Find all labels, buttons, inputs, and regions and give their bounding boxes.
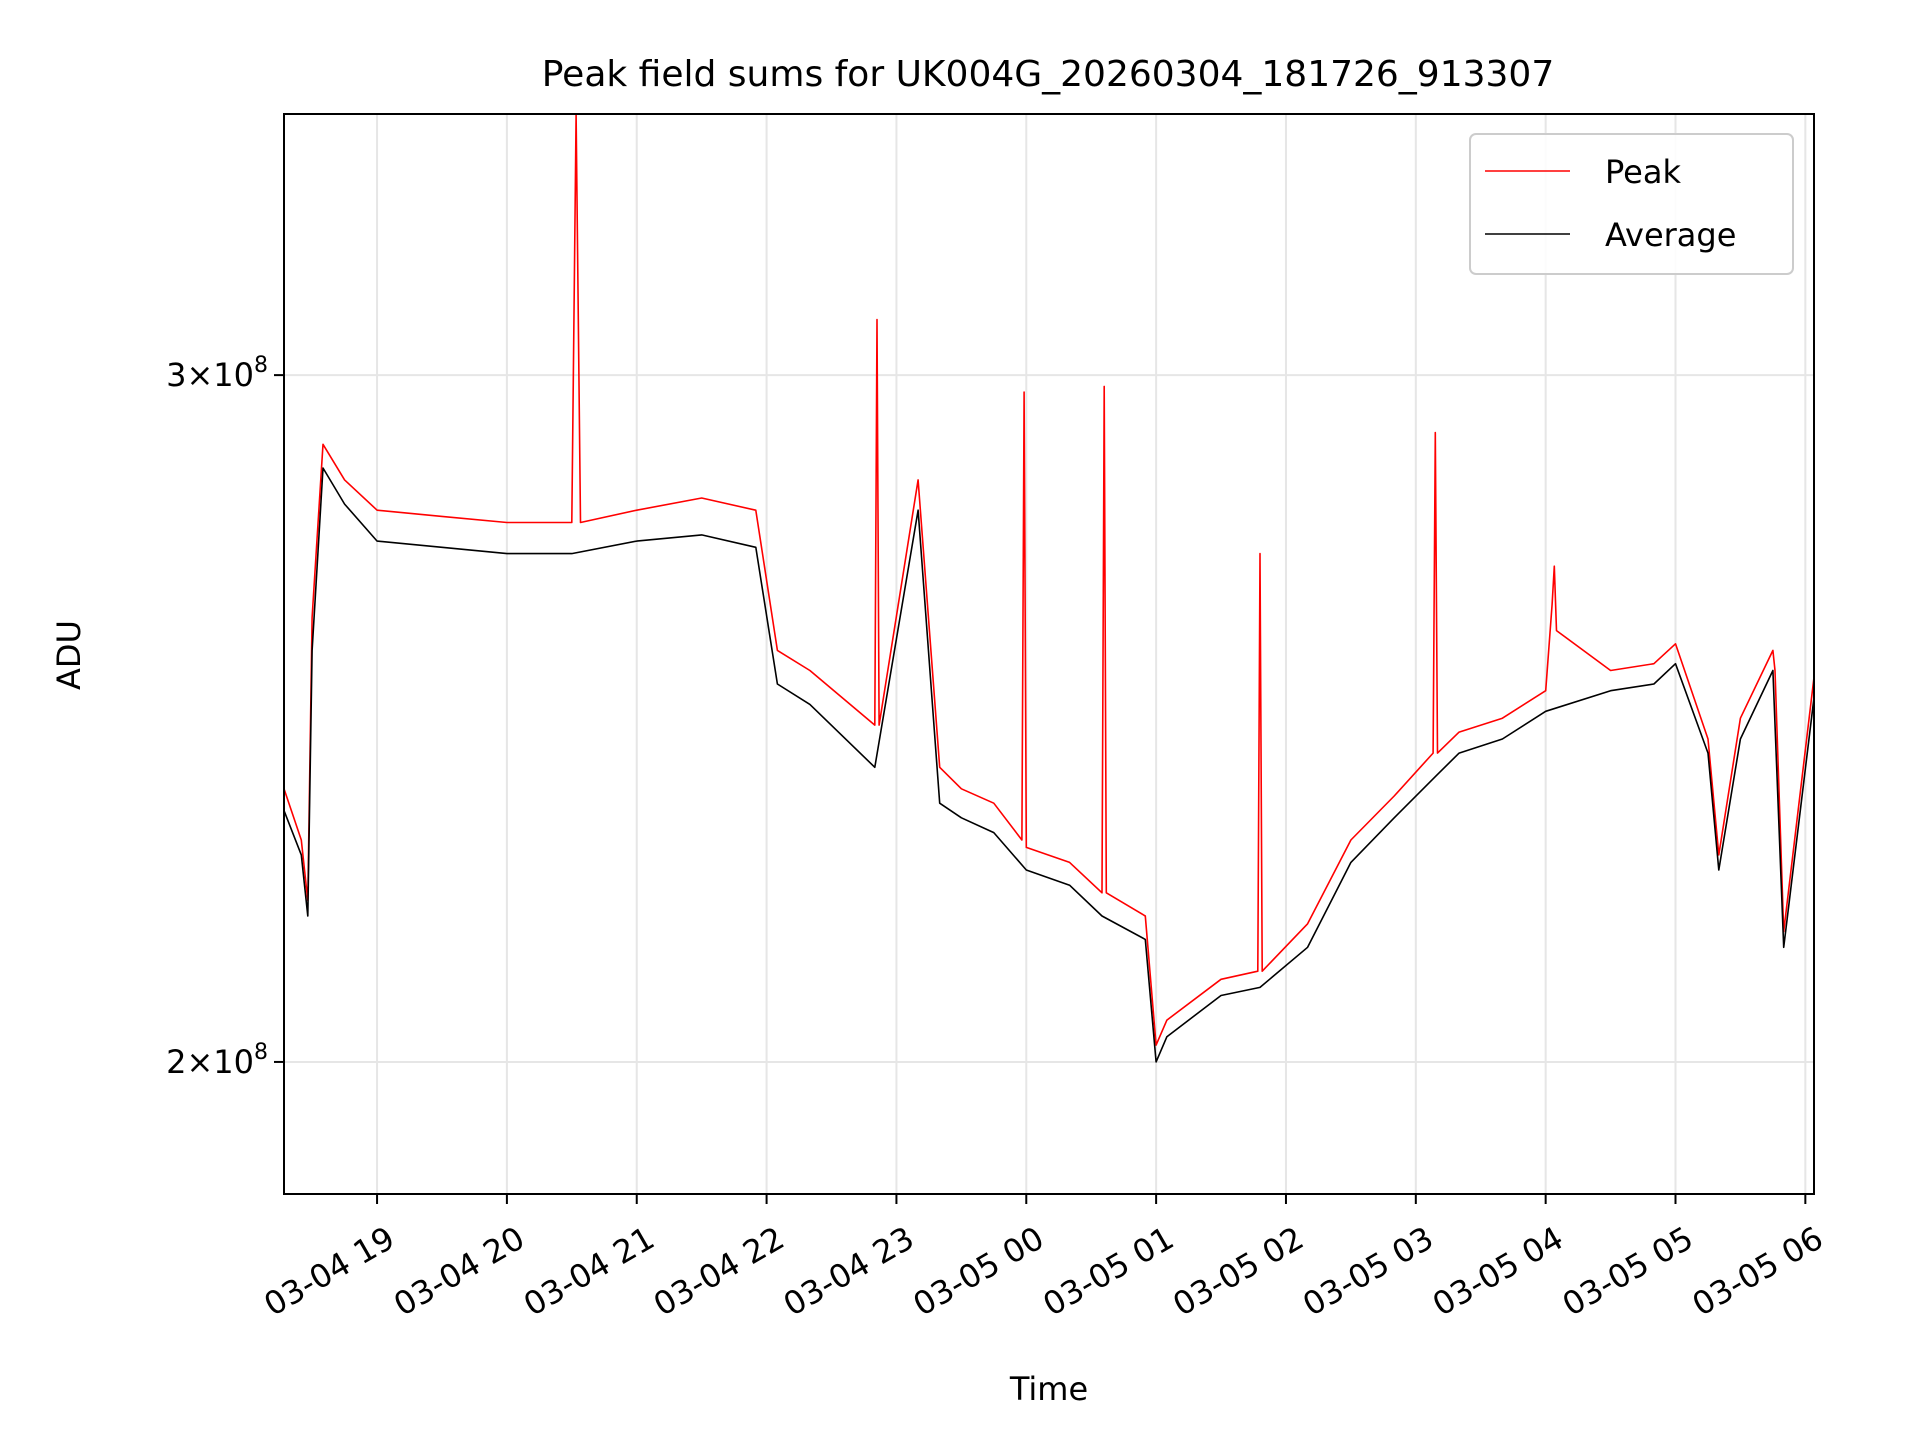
x-tick-label: 03-05 00: [907, 1219, 1051, 1324]
series-line-peak: [284, 114, 1814, 1046]
x-tick-label: 03-04 19: [257, 1219, 401, 1324]
x-tick-label: 03-04 20: [387, 1219, 531, 1324]
y-axis-label: ADU: [50, 620, 88, 690]
legend-box: [1469, 133, 1794, 275]
legend: Peak Average: [1469, 133, 1794, 275]
chart-title: Peak field sums for UK004G_20260304_1817…: [542, 54, 1554, 95]
x-tick-label: 03-05 01: [1037, 1219, 1181, 1324]
x-tick-label: 03-05 04: [1426, 1219, 1570, 1324]
x-tick-label: 03-04 22: [647, 1219, 791, 1324]
x-tick-label: 03-04 23: [777, 1219, 921, 1324]
plot-area: [284, 114, 1814, 1063]
x-tick-label: 03-04 21: [517, 1219, 661, 1324]
x-tick-label: 03-05 03: [1296, 1219, 1440, 1324]
legend-peak-label: Peak: [1605, 153, 1681, 191]
x-tick-label: 03-05 06: [1686, 1219, 1830, 1324]
grid: [284, 114, 1814, 1194]
y-axis-ticks: 2×108 3×108: [166, 353, 284, 1081]
legend-average-label: Average: [1605, 216, 1736, 254]
x-tick-label: 03-05 02: [1166, 1219, 1310, 1324]
plot-frame: [283, 113, 1815, 1195]
x-tick-label: 03-05 05: [1556, 1219, 1700, 1324]
y-tick-label: 2×108: [166, 1040, 268, 1081]
series-line-average: [284, 467, 1814, 1063]
y-tick-label: 3×108: [166, 353, 268, 394]
x-axis-label: Time: [1009, 1370, 1088, 1408]
